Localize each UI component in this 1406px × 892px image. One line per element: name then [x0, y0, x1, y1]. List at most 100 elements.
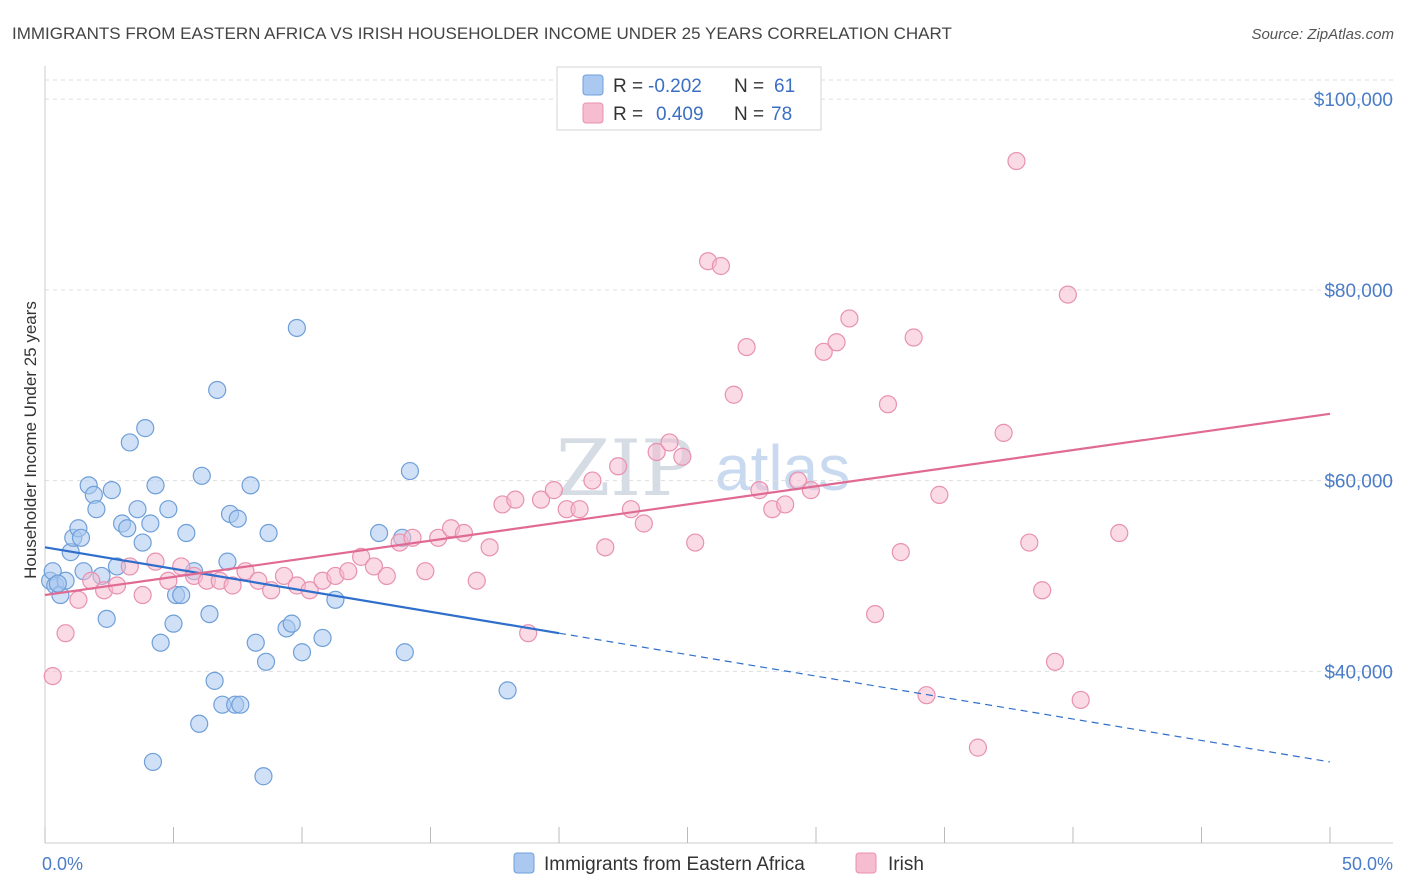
bottom-legend-label-blue: Immigrants from Eastern Africa: [544, 854, 805, 875]
point-eastern-africa: [71, 528, 91, 547]
point-eastern-africa: [133, 533, 152, 552]
legend-swatch-blue: [582, 74, 604, 96]
legend-n-value-pink: 78: [771, 104, 792, 125]
point-irish: [364, 557, 384, 576]
watermark-atlas: atlas: [715, 432, 850, 504]
point-irish: [1033, 581, 1052, 600]
legend-n-label-pink: N =: [734, 104, 764, 125]
point-eastern-africa: [136, 419, 155, 438]
point-irish: [737, 337, 756, 357]
point-eastern-africa: [164, 614, 183, 633]
point-irish: [352, 547, 371, 566]
point-irish: [609, 457, 628, 476]
point-eastern-africa: [400, 461, 420, 481]
point-irish: [1058, 285, 1077, 304]
point-irish: [531, 490, 551, 509]
point-irish: [866, 604, 885, 624]
point-irish: [634, 514, 653, 533]
bottom-legend-label-pink: Irish: [888, 854, 924, 875]
point-irish: [994, 423, 1013, 442]
point-irish: [814, 342, 833, 361]
point-eastern-africa: [254, 767, 273, 786]
point-eastern-africa: [48, 574, 67, 593]
point-irish: [660, 433, 679, 452]
point-irish: [223, 576, 242, 595]
legend-swatch-pink: [582, 102, 604, 124]
point-irish: [133, 585, 152, 605]
point-eastern-africa: [292, 643, 312, 662]
trend-lines: [44, 412, 1331, 763]
point-eastern-africa: [256, 652, 276, 671]
grid: [45, 79, 1393, 672]
point-irish: [467, 571, 486, 590]
point-irish: [724, 385, 743, 404]
point-irish: [377, 566, 396, 586]
point-eastern-africa: [87, 500, 106, 519]
point-irish: [69, 590, 88, 609]
point-irish: [274, 566, 294, 586]
point-eastern-africa: [231, 695, 250, 714]
point-irish: [1110, 523, 1129, 543]
watermark: ZIP atlas: [556, 424, 850, 514]
legend-r-value-blue: -0.202: [648, 76, 702, 97]
point-eastern-africa: [151, 633, 170, 652]
point-eastern-africa: [287, 318, 306, 338]
point-eastern-africa: [128, 500, 147, 519]
point-irish: [1007, 151, 1026, 171]
point-eastern-africa: [172, 585, 191, 605]
bottom-legend-swatch-blue: [513, 852, 535, 874]
legend-n-value-blue: 61: [774, 76, 795, 97]
trend-line-irish: [44, 412, 1331, 597]
point-irish: [1045, 652, 1065, 671]
point-eastern-africa: [259, 523, 278, 543]
series-legend: Immigrants from Eastern Africa Irish: [513, 852, 924, 875]
point-eastern-africa: [190, 714, 209, 733]
point-irish: [583, 471, 602, 490]
point-irish: [711, 256, 731, 276]
point-irish: [840, 309, 859, 328]
legend-r-label-pink: R =: [613, 104, 643, 125]
point-irish: [159, 571, 178, 590]
point-irish: [776, 495, 795, 514]
y-tick-label: $80,000: [1324, 281, 1393, 302]
point-irish: [570, 500, 589, 519]
point-irish: [968, 738, 988, 757]
point-irish: [827, 333, 846, 352]
point-eastern-africa: [313, 628, 332, 648]
point-eastern-africa: [498, 681, 517, 700]
point-irish: [647, 442, 666, 462]
chart-title: IMMIGRANTS FROM EASTERN AFRICA VS IRISH …: [12, 24, 952, 43]
y-axis-label: Householder Income Under 25 years: [21, 301, 40, 579]
legend-n-label-blue: N =: [734, 76, 764, 97]
point-eastern-africa: [205, 671, 224, 690]
y-tick-label: $60,000: [1324, 472, 1393, 493]
point-eastern-africa: [118, 519, 137, 538]
point-irish: [416, 562, 435, 581]
point-irish: [621, 500, 641, 519]
bottom-legend-swatch-pink: [855, 852, 877, 874]
point-eastern-africa: [141, 514, 160, 533]
x-tick-label-min: 0.0%: [42, 854, 83, 874]
point-eastern-africa: [282, 614, 301, 633]
point-irish: [673, 447, 692, 466]
chart-source: Source: ZipAtlas.com: [1251, 26, 1394, 43]
y-tick-label: $100,000: [1314, 90, 1393, 111]
point-eastern-africa: [120, 433, 139, 452]
point-irish: [339, 562, 358, 581]
point-irish: [878, 395, 898, 414]
point-irish: [930, 485, 949, 504]
point-irish: [454, 523, 474, 543]
point-irish: [544, 481, 563, 500]
correlation-legend: R = -0.202 N = 61 R = 0.409 N = 78: [556, 66, 822, 131]
point-eastern-africa: [208, 380, 227, 400]
point-eastern-africa: [192, 466, 211, 485]
point-irish: [480, 538, 499, 557]
point-irish: [56, 624, 75, 643]
data-points: [41, 151, 1129, 786]
y-tick-label: $40,000: [1324, 662, 1393, 683]
point-irish: [1020, 533, 1039, 552]
point-eastern-africa: [159, 500, 178, 519]
point-eastern-africa: [241, 476, 260, 495]
x-tick-label-max: 50.0%: [1342, 854, 1393, 874]
